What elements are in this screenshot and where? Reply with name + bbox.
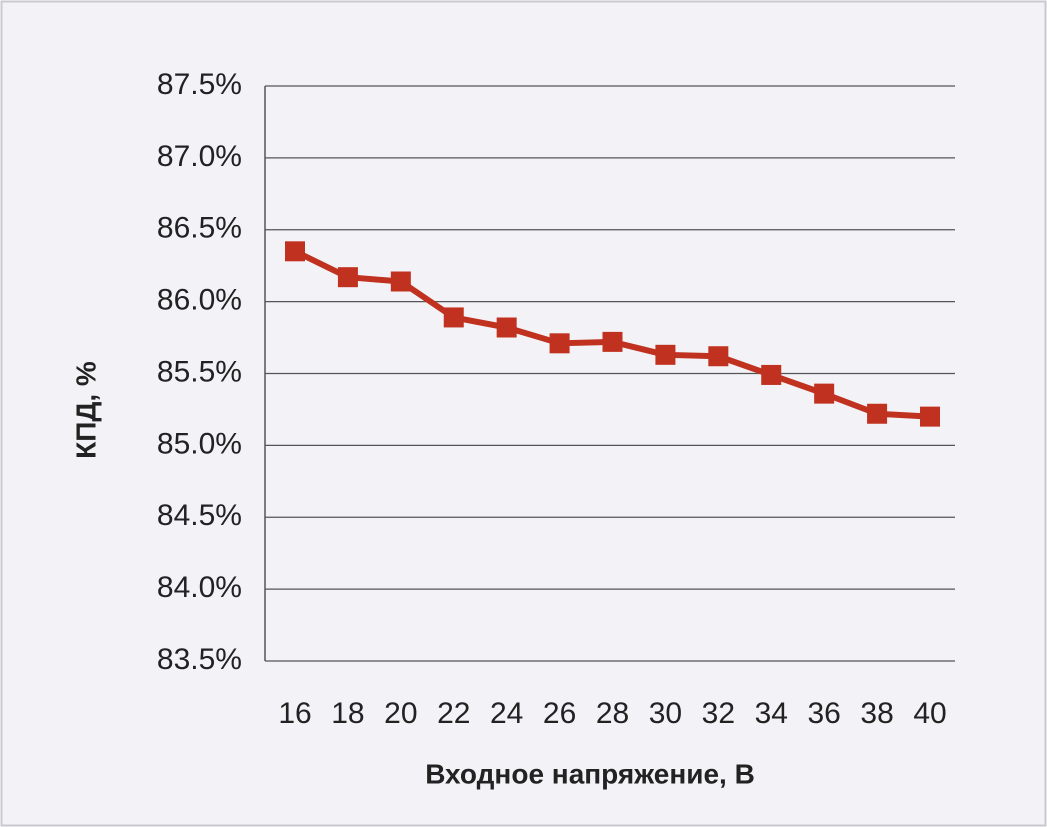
x-tick-label: 30 <box>649 697 682 730</box>
data-marker <box>655 344 676 365</box>
data-marker <box>443 307 464 328</box>
data-marker <box>761 364 782 385</box>
x-tick-label: 16 <box>278 697 311 730</box>
data-marker <box>814 383 835 404</box>
x-tick-label: 26 <box>543 697 576 730</box>
x-tick-label: 38 <box>860 697 893 730</box>
x-tick-label: 20 <box>384 697 417 730</box>
x-axis-title: Входное напряжение, В <box>425 758 755 789</box>
x-tick-label: 18 <box>331 697 364 730</box>
data-marker <box>337 267 358 288</box>
x-tick-label: 40 <box>913 697 946 730</box>
x-tick-label: 22 <box>437 697 470 730</box>
x-tick-label: 34 <box>755 697 788 730</box>
data-marker <box>285 241 305 262</box>
y-tick-label: 85.5% <box>157 355 242 388</box>
data-marker <box>920 406 940 427</box>
y-tick-label: 87.5% <box>157 68 242 101</box>
x-tick-label: 36 <box>807 697 840 730</box>
data-marker <box>390 271 411 292</box>
y-tick-label: 84.0% <box>157 571 242 604</box>
x-tick-label: 24 <box>490 697 523 730</box>
x-tick-label: 32 <box>702 697 735 730</box>
y-tick-label: 86.5% <box>157 212 242 245</box>
y-axis-title: КПД, % <box>70 361 101 459</box>
data-marker <box>867 403 888 424</box>
data-marker <box>602 331 623 352</box>
y-tick-label: 87.0% <box>157 140 242 173</box>
data-marker <box>496 317 517 338</box>
y-tick-label: 83.5% <box>157 643 242 676</box>
y-tick-label: 85.0% <box>157 427 242 460</box>
data-marker <box>549 333 570 354</box>
data-marker <box>708 346 729 367</box>
y-tick-label: 84.5% <box>157 499 242 532</box>
y-tick-label: 86.0% <box>157 284 242 317</box>
x-tick-label: 28 <box>596 697 629 730</box>
